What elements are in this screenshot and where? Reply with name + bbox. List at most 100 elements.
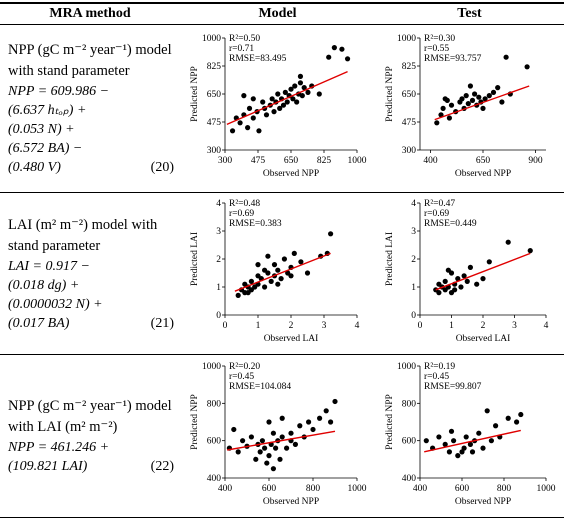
equation-line: (0.018 dg) + (8, 276, 174, 295)
data-point (503, 54, 509, 60)
scatter-plot: 0 1 2 3 4 0 1 2 3 4 Observed LAI Predicted LAI R²=0.… (190, 199, 360, 344)
equation-number: (21) (150, 315, 174, 331)
data-point (296, 422, 302, 428)
data-point (263, 459, 269, 466)
equation-line: LAI = 0.917 − (8, 257, 174, 276)
data-point (235, 448, 241, 454)
equation-line: (0.480 V) (20) (8, 158, 174, 177)
data-point (423, 437, 429, 443)
data-point (440, 105, 446, 111)
data-point (304, 89, 311, 95)
equation-text: (0.0000032 N) + (8, 296, 103, 312)
y-tick-label: 2 (216, 255, 221, 265)
data-point (527, 248, 533, 254)
x-tick-label: 400 (217, 484, 232, 494)
data-point (257, 448, 263, 454)
data-point (433, 120, 439, 126)
data-point (486, 93, 492, 99)
data-point (344, 56, 350, 62)
equation-line: (6.572 BA) − (8, 139, 174, 158)
y-axis-label: Predicted NPP (190, 66, 200, 122)
method-text: with LAI (m² m⁻²) (8, 419, 118, 435)
data-point (442, 441, 448, 447)
x-tick-label: 600 (454, 484, 469, 494)
y-tick-label: 825 (206, 62, 221, 72)
data-point (235, 292, 241, 298)
method-text: with stand parameter (8, 63, 130, 79)
data-point (461, 445, 467, 451)
x-tick-label: 800 (305, 484, 320, 494)
data-point (293, 99, 299, 105)
header-cell: MRA method (0, 2, 180, 25)
annotation: r=0.45 (424, 372, 449, 382)
data-point (446, 448, 452, 454)
method-text: NPP (gC m⁻² year⁻¹) model (8, 42, 172, 58)
data-point (276, 456, 283, 462)
data-point (467, 83, 473, 89)
data-point (469, 97, 475, 103)
data-point (263, 112, 269, 118)
x-axis-label: Observed LAI (455, 334, 510, 344)
method-text: LAI (m² m⁻²) model with (8, 216, 158, 233)
annotation: RMSE=93.757 (424, 54, 482, 64)
y-tick-label: 3 (216, 227, 221, 237)
equation-line: NPP = 461.246 + (8, 438, 174, 457)
annotation: r=0.69 (424, 209, 449, 219)
data-point (280, 102, 286, 108)
data-point (287, 273, 294, 279)
data-point (513, 418, 519, 425)
x-tick-label: 1 (449, 321, 454, 331)
equation-line: (0.017 BA) (21) (8, 314, 174, 333)
x-tick-label: 2 (288, 321, 293, 331)
data-point (291, 250, 297, 256)
data-point (323, 407, 329, 413)
trend-line (433, 85, 529, 121)
x-tick-label: 650 (475, 156, 490, 166)
data-point (297, 80, 303, 86)
data-point (283, 445, 289, 451)
y-tick-label: 0 (216, 311, 221, 321)
method-text: NPP (gC m⁻² year⁻¹) model (8, 398, 172, 414)
equation-text: NPP = 461.246 + (8, 440, 110, 455)
y-tick-label: 400 (206, 474, 221, 484)
data-point (486, 259, 492, 265)
data-point (461, 273, 467, 279)
annotation: RMSE=104.084 (229, 382, 291, 392)
data-point (250, 115, 256, 121)
equation-text: (109.821 LAI) (8, 459, 88, 474)
data-point (524, 64, 530, 70)
data-point (494, 85, 500, 91)
data-point (248, 433, 254, 440)
plot-cell: 400 650 900 300 475 650 825 1000 Observed NPP Pre… (375, 24, 564, 193)
y-tick-label: 650 (206, 90, 221, 100)
header-cell: Model (180, 2, 375, 25)
data-point (282, 89, 288, 95)
data-point (463, 93, 469, 99)
scatter-plot: 300 475 650 825 1000 300 475 650 825 1000 Observed… (190, 34, 367, 179)
y-tick-label: 475 (401, 118, 416, 128)
data-point (289, 96, 295, 102)
data-point (464, 278, 470, 284)
data-point (454, 276, 460, 282)
equation-text: (0.018 dg) + (8, 277, 80, 293)
x-tick-label: 800 (496, 484, 511, 494)
data-point (488, 437, 494, 443)
data-point (437, 112, 444, 118)
data-point (327, 418, 333, 425)
data-point (450, 437, 456, 443)
equation-line: (0.053 N) + (8, 120, 174, 139)
data-point (248, 278, 254, 284)
data-point (255, 128, 262, 134)
data-point (467, 441, 473, 447)
annotation: R²=0.19 (424, 362, 455, 372)
scatter-plot: 400 600 800 1000 400 600 800 1000 Observed NPP Pr… (385, 362, 556, 507)
data-point (301, 85, 307, 91)
data-point (445, 267, 451, 273)
data-point (279, 415, 285, 421)
x-axis-label: Observed LAI (263, 334, 318, 344)
table-row: NPP (gC m⁻² year⁻¹) model with stand para… (0, 24, 564, 193)
data-point (284, 99, 290, 105)
data-point (265, 452, 272, 458)
data-point (435, 281, 441, 287)
method-text: stand parameter (8, 237, 101, 254)
